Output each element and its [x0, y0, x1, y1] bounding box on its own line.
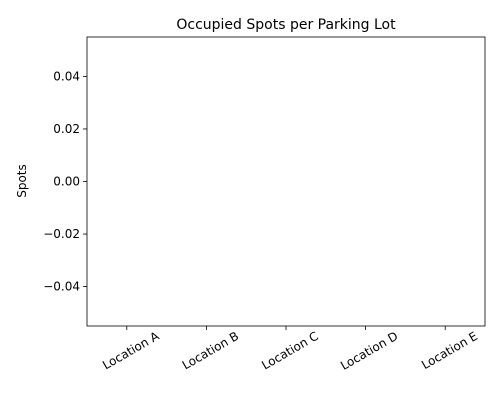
y-axis-label: Spots — [15, 164, 29, 198]
y-tick-label: 0.00 — [53, 175, 80, 189]
y-tick-label: −0.04 — [43, 280, 80, 294]
y-tick-label: 0.02 — [53, 122, 80, 136]
chart-title: Occupied Spots per Parking Lot — [176, 17, 396, 33]
y-tick-label: −0.02 — [43, 227, 80, 241]
y-tick-label: 0.04 — [53, 69, 80, 83]
